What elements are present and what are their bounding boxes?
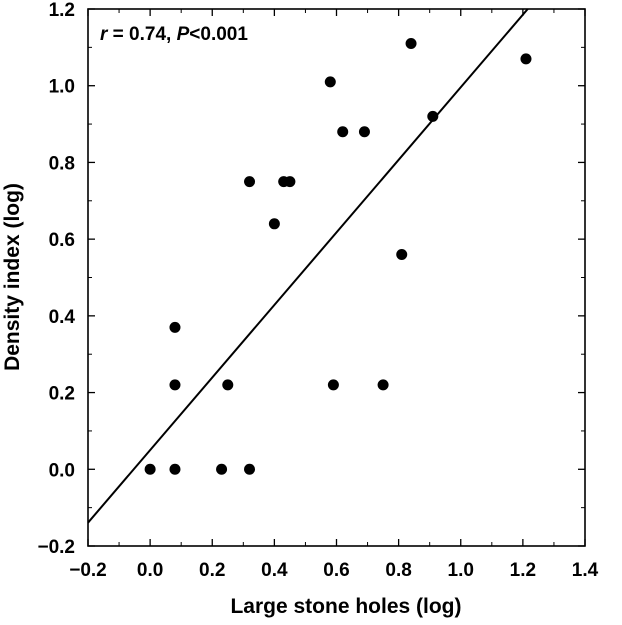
p-value: <0.001 <box>189 24 248 45</box>
y-tick-label: 1.2 <box>49 0 75 21</box>
x-axis-title: Large stone holes (log) <box>230 595 461 618</box>
y-tick-label: 1.0 <box>49 77 75 98</box>
y-tick-label: 0.6 <box>49 230 75 251</box>
x-tick-label: 0.8 <box>385 560 411 581</box>
y-tick-label: 0.2 <box>49 384 75 405</box>
data-point <box>358 126 370 138</box>
x-tick-label: 0.0 <box>137 560 163 581</box>
data-point <box>222 379 234 391</box>
data-point <box>324 76 336 88</box>
x-tick-label: 0.6 <box>323 560 349 581</box>
x-tick-label: 0.4 <box>261 560 288 581</box>
plot-frame <box>87 8 586 547</box>
data-point <box>405 38 417 50</box>
regression-line <box>87 8 529 524</box>
data-point <box>377 379 389 391</box>
x-tick-label: 1.0 <box>448 560 474 581</box>
data-point <box>169 463 181 475</box>
data-point <box>169 379 181 391</box>
x-tick-label: −0.2 <box>69 560 107 581</box>
x-tick-label: 1.2 <box>510 560 536 581</box>
p-symbol: P <box>177 24 190 45</box>
data-point <box>244 176 256 188</box>
data-point <box>520 53 532 65</box>
y-tick-label: 0.4 <box>49 307 76 328</box>
data-point <box>427 110 439 122</box>
data-point <box>268 218 280 230</box>
x-tick-label: 1.4 <box>572 560 599 581</box>
data-point <box>327 379 339 391</box>
x-tick-label: 0.2 <box>199 560 225 581</box>
r-symbol: r <box>100 24 109 45</box>
data-point <box>169 321 181 333</box>
data-point <box>216 463 228 475</box>
data-point <box>144 463 156 475</box>
y-tick-label: −0.2 <box>37 537 75 558</box>
y-tick-label: 0.8 <box>49 153 75 174</box>
data-point <box>284 176 296 188</box>
y-axis-title: Density index (log) <box>1 183 24 371</box>
y-tick-label: 0.0 <box>49 460 75 481</box>
stats-annotation: r = 0.74, P<0.001 <box>100 24 248 45</box>
data-point <box>337 126 349 138</box>
data-point <box>396 248 408 260</box>
data-point <box>244 463 256 475</box>
r-value: = 0.74, <box>107 24 176 45</box>
